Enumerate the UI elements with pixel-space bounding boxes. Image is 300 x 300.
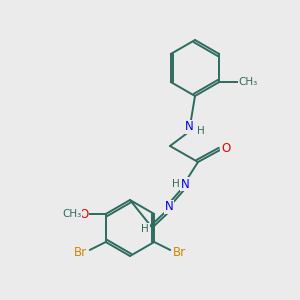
Text: N: N (181, 178, 189, 190)
Text: N: N (165, 200, 173, 214)
Text: CH₃: CH₃ (62, 209, 81, 219)
Text: O: O (79, 208, 88, 220)
Text: H: H (172, 179, 180, 189)
Text: N: N (184, 121, 194, 134)
Text: O: O (221, 142, 231, 155)
Text: Br: Br (173, 245, 186, 259)
Text: CH₃: CH₃ (238, 77, 258, 87)
Text: H: H (197, 126, 205, 136)
Text: Br: Br (74, 245, 87, 259)
Text: H: H (141, 224, 149, 234)
